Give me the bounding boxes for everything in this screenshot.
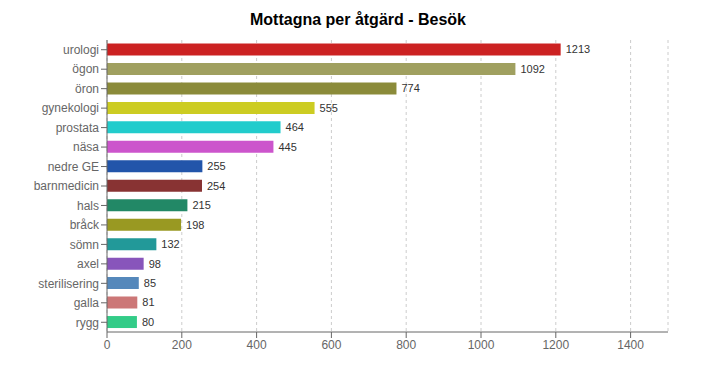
svg-text:hals: hals xyxy=(77,199,99,213)
svg-text:1213: 1213 xyxy=(566,43,590,55)
svg-text:0: 0 xyxy=(104,338,111,352)
svg-text:bråck: bråck xyxy=(70,218,100,232)
svg-text:öron: öron xyxy=(75,82,99,96)
svg-text:nedre GE: nedre GE xyxy=(48,160,99,174)
svg-text:600: 600 xyxy=(321,338,341,352)
svg-text:80: 80 xyxy=(142,316,154,328)
svg-text:254: 254 xyxy=(207,180,225,192)
svg-text:1200: 1200 xyxy=(542,338,569,352)
svg-text:255: 255 xyxy=(207,160,225,172)
svg-text:400: 400 xyxy=(247,338,267,352)
svg-text:1092: 1092 xyxy=(520,63,544,75)
svg-text:85: 85 xyxy=(144,277,156,289)
svg-text:200: 200 xyxy=(172,338,192,352)
svg-text:galla: galla xyxy=(74,296,100,310)
svg-text:800: 800 xyxy=(396,338,416,352)
svg-text:198: 198 xyxy=(186,219,204,231)
svg-text:81: 81 xyxy=(142,296,154,308)
svg-text:sterilisering: sterilisering xyxy=(38,277,99,291)
svg-text:774: 774 xyxy=(401,82,419,94)
svg-text:gynekologi: gynekologi xyxy=(42,101,99,115)
svg-text:urologi: urologi xyxy=(63,43,99,57)
svg-text:axel: axel xyxy=(77,257,99,271)
svg-text:prostata: prostata xyxy=(56,121,100,135)
svg-text:215: 215 xyxy=(192,199,210,211)
svg-text:näsa: näsa xyxy=(73,140,99,154)
svg-text:rygg: rygg xyxy=(76,316,99,330)
svg-text:464: 464 xyxy=(286,121,304,133)
svg-text:132: 132 xyxy=(161,238,179,250)
svg-text:sömn: sömn xyxy=(70,238,99,252)
svg-text:98: 98 xyxy=(149,258,161,270)
svg-text:barnmedicin: barnmedicin xyxy=(34,179,99,193)
html-text:Mottagna per åtgärd - Besök: Mottagna per åtgärd - Besök xyxy=(250,11,466,28)
svg-text:1400: 1400 xyxy=(617,338,644,352)
svg-text:445: 445 xyxy=(278,141,296,153)
svg-text:1000: 1000 xyxy=(468,338,495,352)
svg-text:ögon: ögon xyxy=(72,62,99,76)
svg-text:555: 555 xyxy=(320,102,338,114)
